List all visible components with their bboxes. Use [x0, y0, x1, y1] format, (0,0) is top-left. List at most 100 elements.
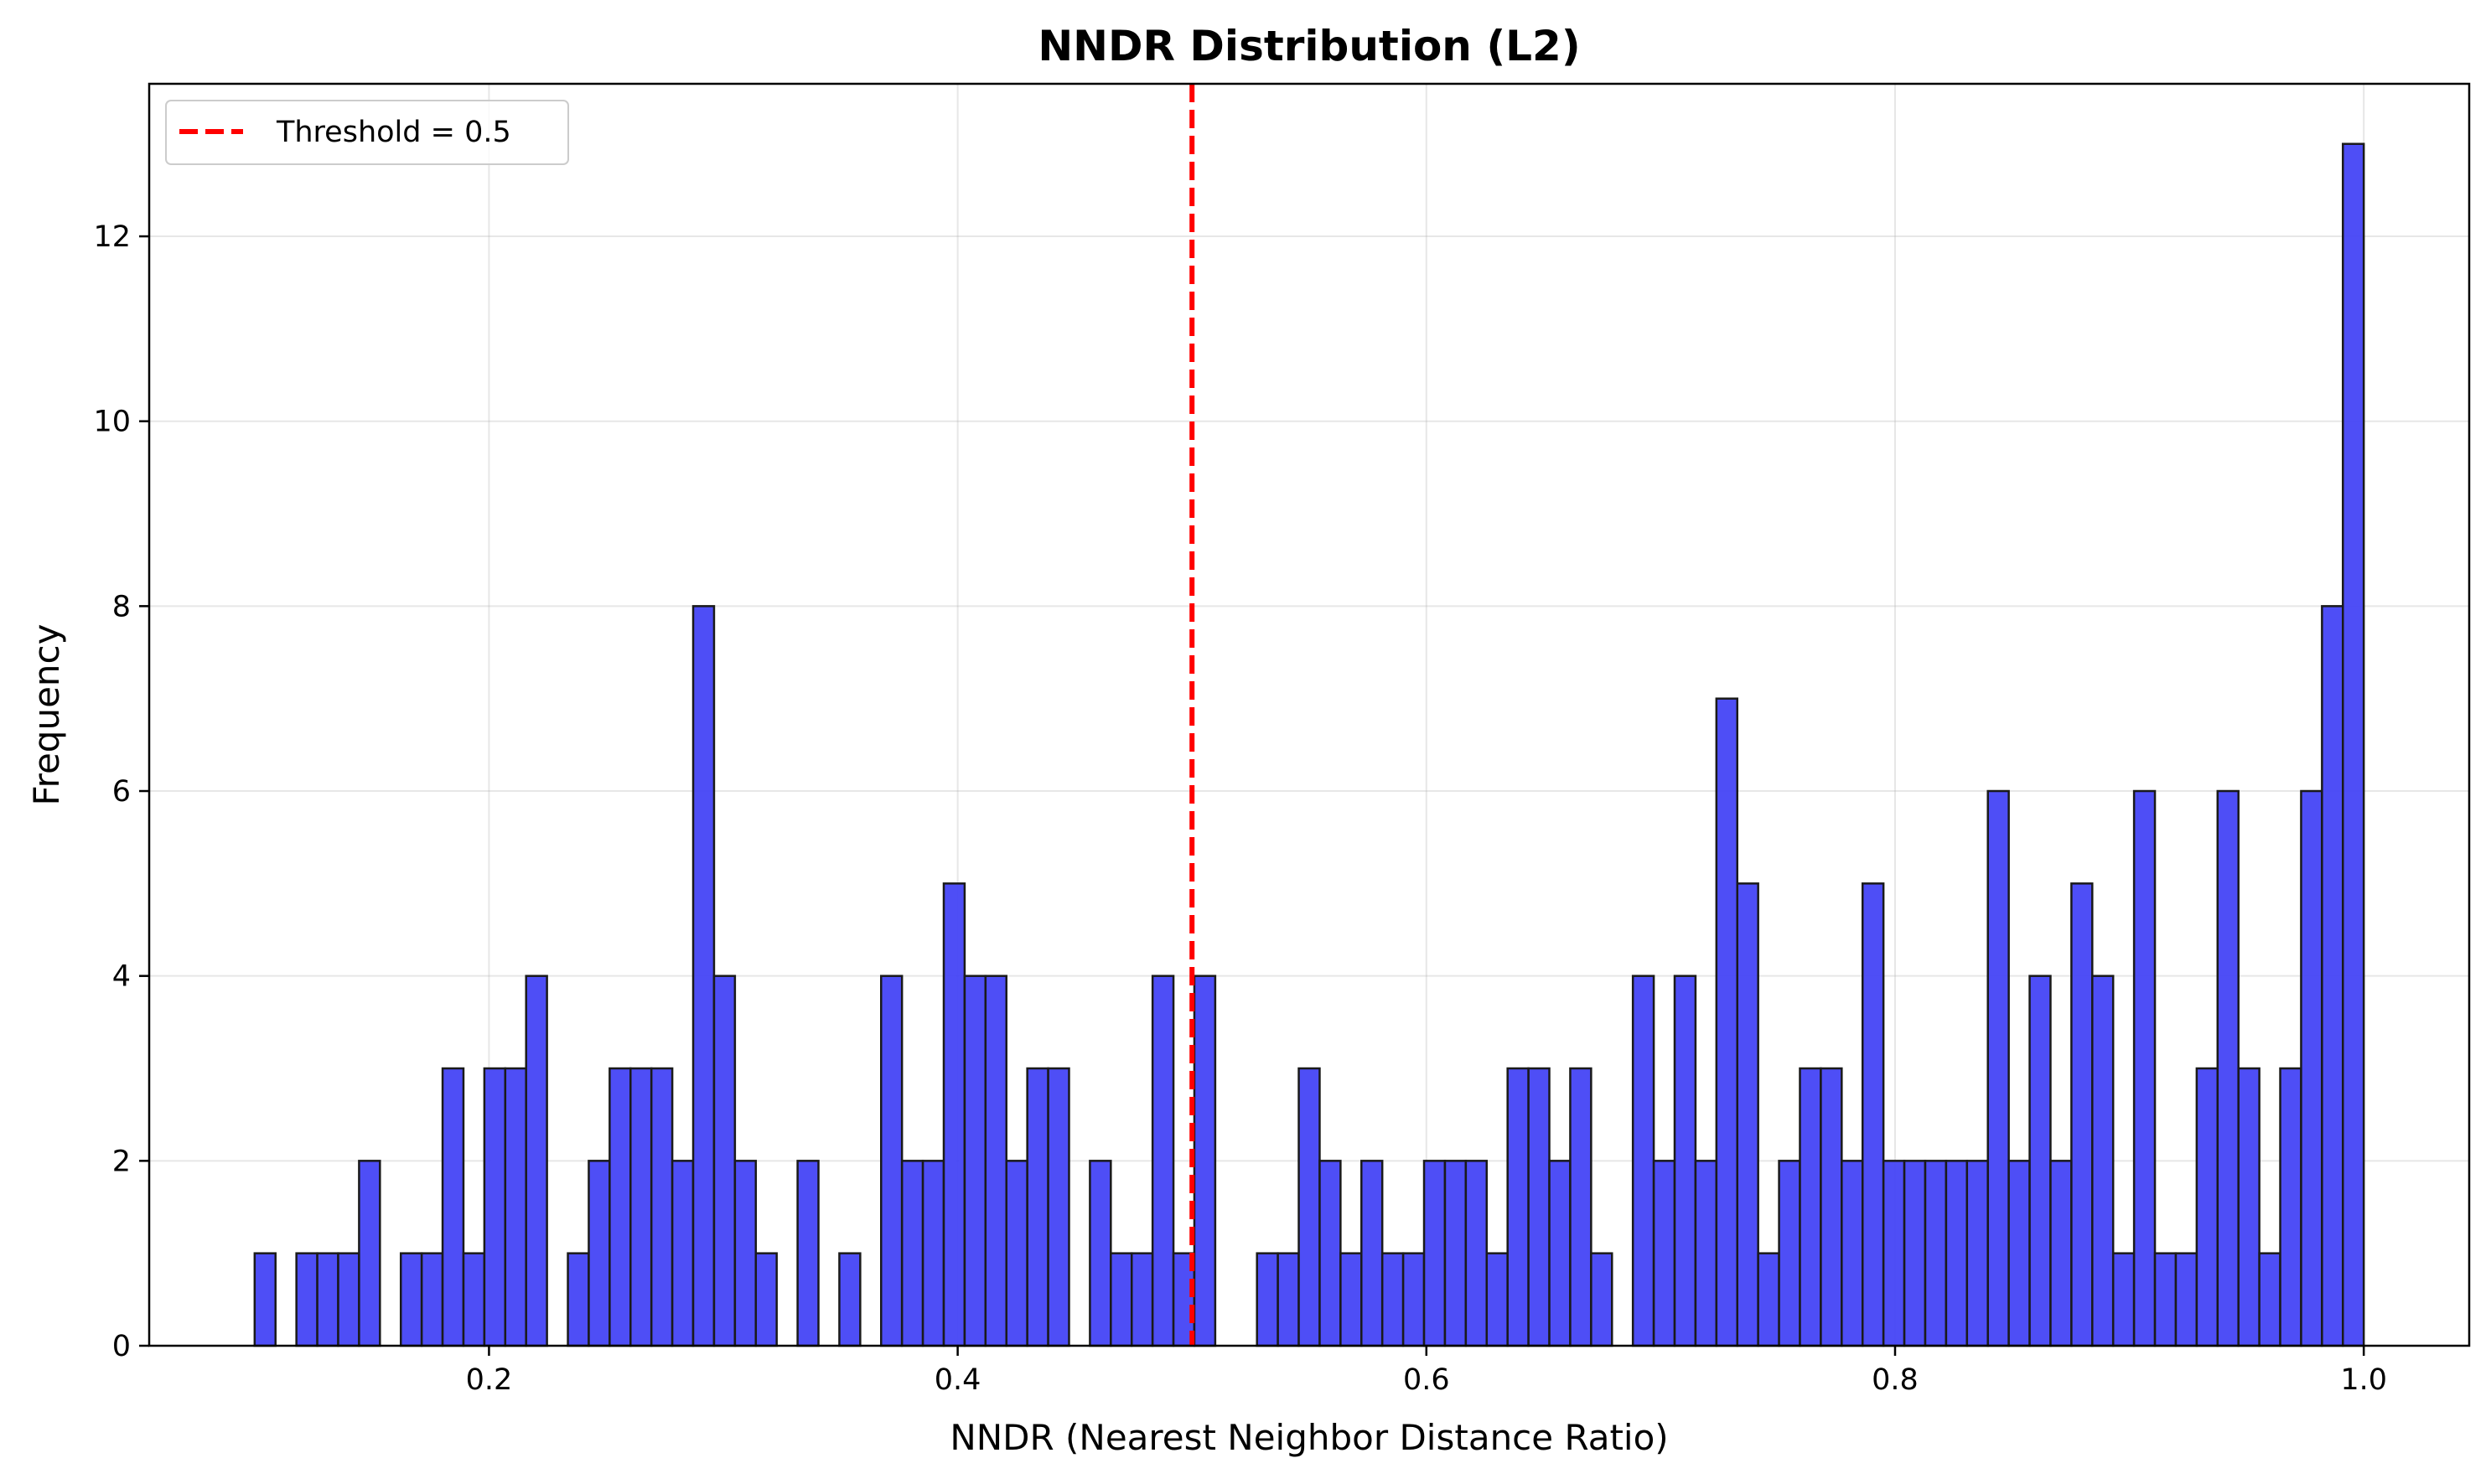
- histogram-bar: [525, 975, 548, 1347]
- histogram-bar: [1548, 1160, 1572, 1347]
- histogram-bar: [733, 1160, 758, 1347]
- histogram-bar: [337, 1252, 360, 1347]
- histogram-bar: [1339, 1252, 1363, 1347]
- histogram-bar: [316, 1252, 339, 1347]
- histogram-bar: [1882, 1160, 1906, 1347]
- histogram-bar: [2195, 1067, 2219, 1347]
- histogram-bar: [984, 975, 1007, 1347]
- legend-box: [165, 100, 569, 165]
- histogram-bar: [1297, 1067, 1321, 1347]
- histogram-bar: [880, 975, 904, 1347]
- histogram-bar: [2258, 1252, 2281, 1347]
- y-tick-label: 12: [93, 220, 131, 254]
- histogram-bar: [1715, 697, 1738, 1347]
- histogram-bar: [963, 975, 987, 1347]
- histogram-bar: [1443, 1160, 1468, 1347]
- chart-title: NNDR Distribution (L2): [1038, 22, 1580, 70]
- histogram-bar: [609, 1067, 632, 1347]
- histogram-bar: [900, 1160, 924, 1347]
- legend: Threshold = 0.5: [165, 100, 569, 165]
- histogram-bar: [1318, 1160, 1342, 1347]
- histogram-bar: [1903, 1160, 1927, 1347]
- histogram-bar: [1673, 975, 1697, 1347]
- histogram-bar: [1422, 1160, 1447, 1347]
- y-tick-label: 0: [112, 1330, 131, 1363]
- histogram-bar: [1945, 1160, 1969, 1347]
- y-tick-label: 2: [112, 1145, 131, 1178]
- histogram-bar: [1130, 1252, 1154, 1347]
- histogram-bar: [2007, 1160, 2031, 1347]
- histogram-bar: [1110, 1252, 1133, 1347]
- histogram-bar: [838, 1252, 862, 1347]
- histogram-bar: [1256, 1252, 1279, 1347]
- histogram-bar: [1965, 1160, 1989, 1347]
- histogram-bar: [420, 1252, 444, 1347]
- y-tick-label: 4: [112, 960, 131, 994]
- histogram-bar: [1799, 1067, 1822, 1347]
- histogram-bar: [1861, 882, 1885, 1347]
- histogram-bar: [754, 1252, 778, 1347]
- histogram-bar: [921, 1160, 945, 1347]
- legend-threshold-label: Threshold = 0.5: [276, 116, 511, 149]
- histogram-bar: [2153, 1252, 2178, 1347]
- histogram-bar: [1277, 1252, 1300, 1347]
- histogram-bar: [1005, 1160, 1028, 1347]
- y-tick-label: 8: [112, 590, 131, 623]
- histogram-bar: [2132, 789, 2157, 1347]
- histogram-bar: [1736, 882, 1759, 1347]
- x-axis-label: NNDR (Nearest Neighbor Distance Ratio): [950, 1417, 1668, 1458]
- histogram-bar: [1778, 1160, 1801, 1347]
- histogram-bar: [2028, 975, 2052, 1347]
- histogram-bar: [942, 882, 966, 1347]
- y-axis-ticks: 0 2 4 6 8 10 12: [93, 220, 149, 1363]
- histogram-bar: [295, 1252, 318, 1347]
- histogram-bar: [1485, 1252, 1509, 1347]
- histogram-bar: [1464, 1160, 1489, 1347]
- y-tick-label: 10: [93, 406, 131, 439]
- histogram-bar: [1757, 1252, 1780, 1347]
- histogram-bar: [2070, 882, 2094, 1347]
- x-tick-label: 0.6: [1403, 1363, 1450, 1397]
- histogram-bar: [567, 1252, 590, 1347]
- y-tick-label: 6: [112, 775, 131, 809]
- histogram-bar: [1694, 1160, 1718, 1347]
- x-tick-label: 0.8: [1872, 1363, 1919, 1397]
- histogram-bar: [796, 1160, 820, 1347]
- x-axis-ticks: 0.2 0.4 0.6 0.8 1.0: [466, 1346, 2387, 1397]
- histogram-bar: [712, 975, 737, 1347]
- histogram-bar: [1527, 1067, 1551, 1347]
- histogram-bar: [1360, 1160, 1384, 1347]
- histogram-bar: [1506, 1067, 1530, 1347]
- histogram-bar: [358, 1160, 381, 1347]
- histogram-bar: [1820, 1067, 1843, 1347]
- histogram-bar: [462, 1252, 486, 1347]
- histogram-bar: [650, 1067, 674, 1347]
- histogram-bar: [2174, 1252, 2198, 1347]
- histogram-bar: [1841, 1160, 1864, 1347]
- histogram-bar: [1047, 1067, 1070, 1347]
- histogram-bar: [1569, 1067, 1592, 1347]
- histogram-bar: [1380, 1252, 1405, 1347]
- histogram-bar: [671, 1160, 695, 1347]
- histogram-bar: [1151, 975, 1175, 1347]
- histogram-bar: [588, 1160, 611, 1347]
- histogram-bar: [1026, 1067, 1049, 1347]
- x-tick-label: 0.4: [935, 1363, 981, 1397]
- histogram-bar: [1089, 1160, 1112, 1347]
- histogram-bar: [504, 1067, 527, 1347]
- histogram-bar: [483, 1067, 507, 1347]
- histogram-bar: [2237, 1067, 2261, 1347]
- x-tick-label: 1.0: [2340, 1363, 2387, 1397]
- histogram-bar: [2300, 789, 2323, 1347]
- histogram-bar: [691, 605, 716, 1347]
- x-tick-label: 0.2: [466, 1363, 513, 1397]
- histogram-bar: [1590, 1252, 1613, 1347]
- histogram-bar: [2279, 1067, 2302, 1347]
- histogram-bar: [2049, 1160, 2073, 1347]
- histogram-bar: [1986, 789, 2010, 1347]
- histogram-bar: [1652, 1160, 1676, 1347]
- histogram-bar: [2342, 142, 2365, 1347]
- histogram-bar: [1401, 1252, 1426, 1347]
- histogram-bar: [441, 1067, 465, 1347]
